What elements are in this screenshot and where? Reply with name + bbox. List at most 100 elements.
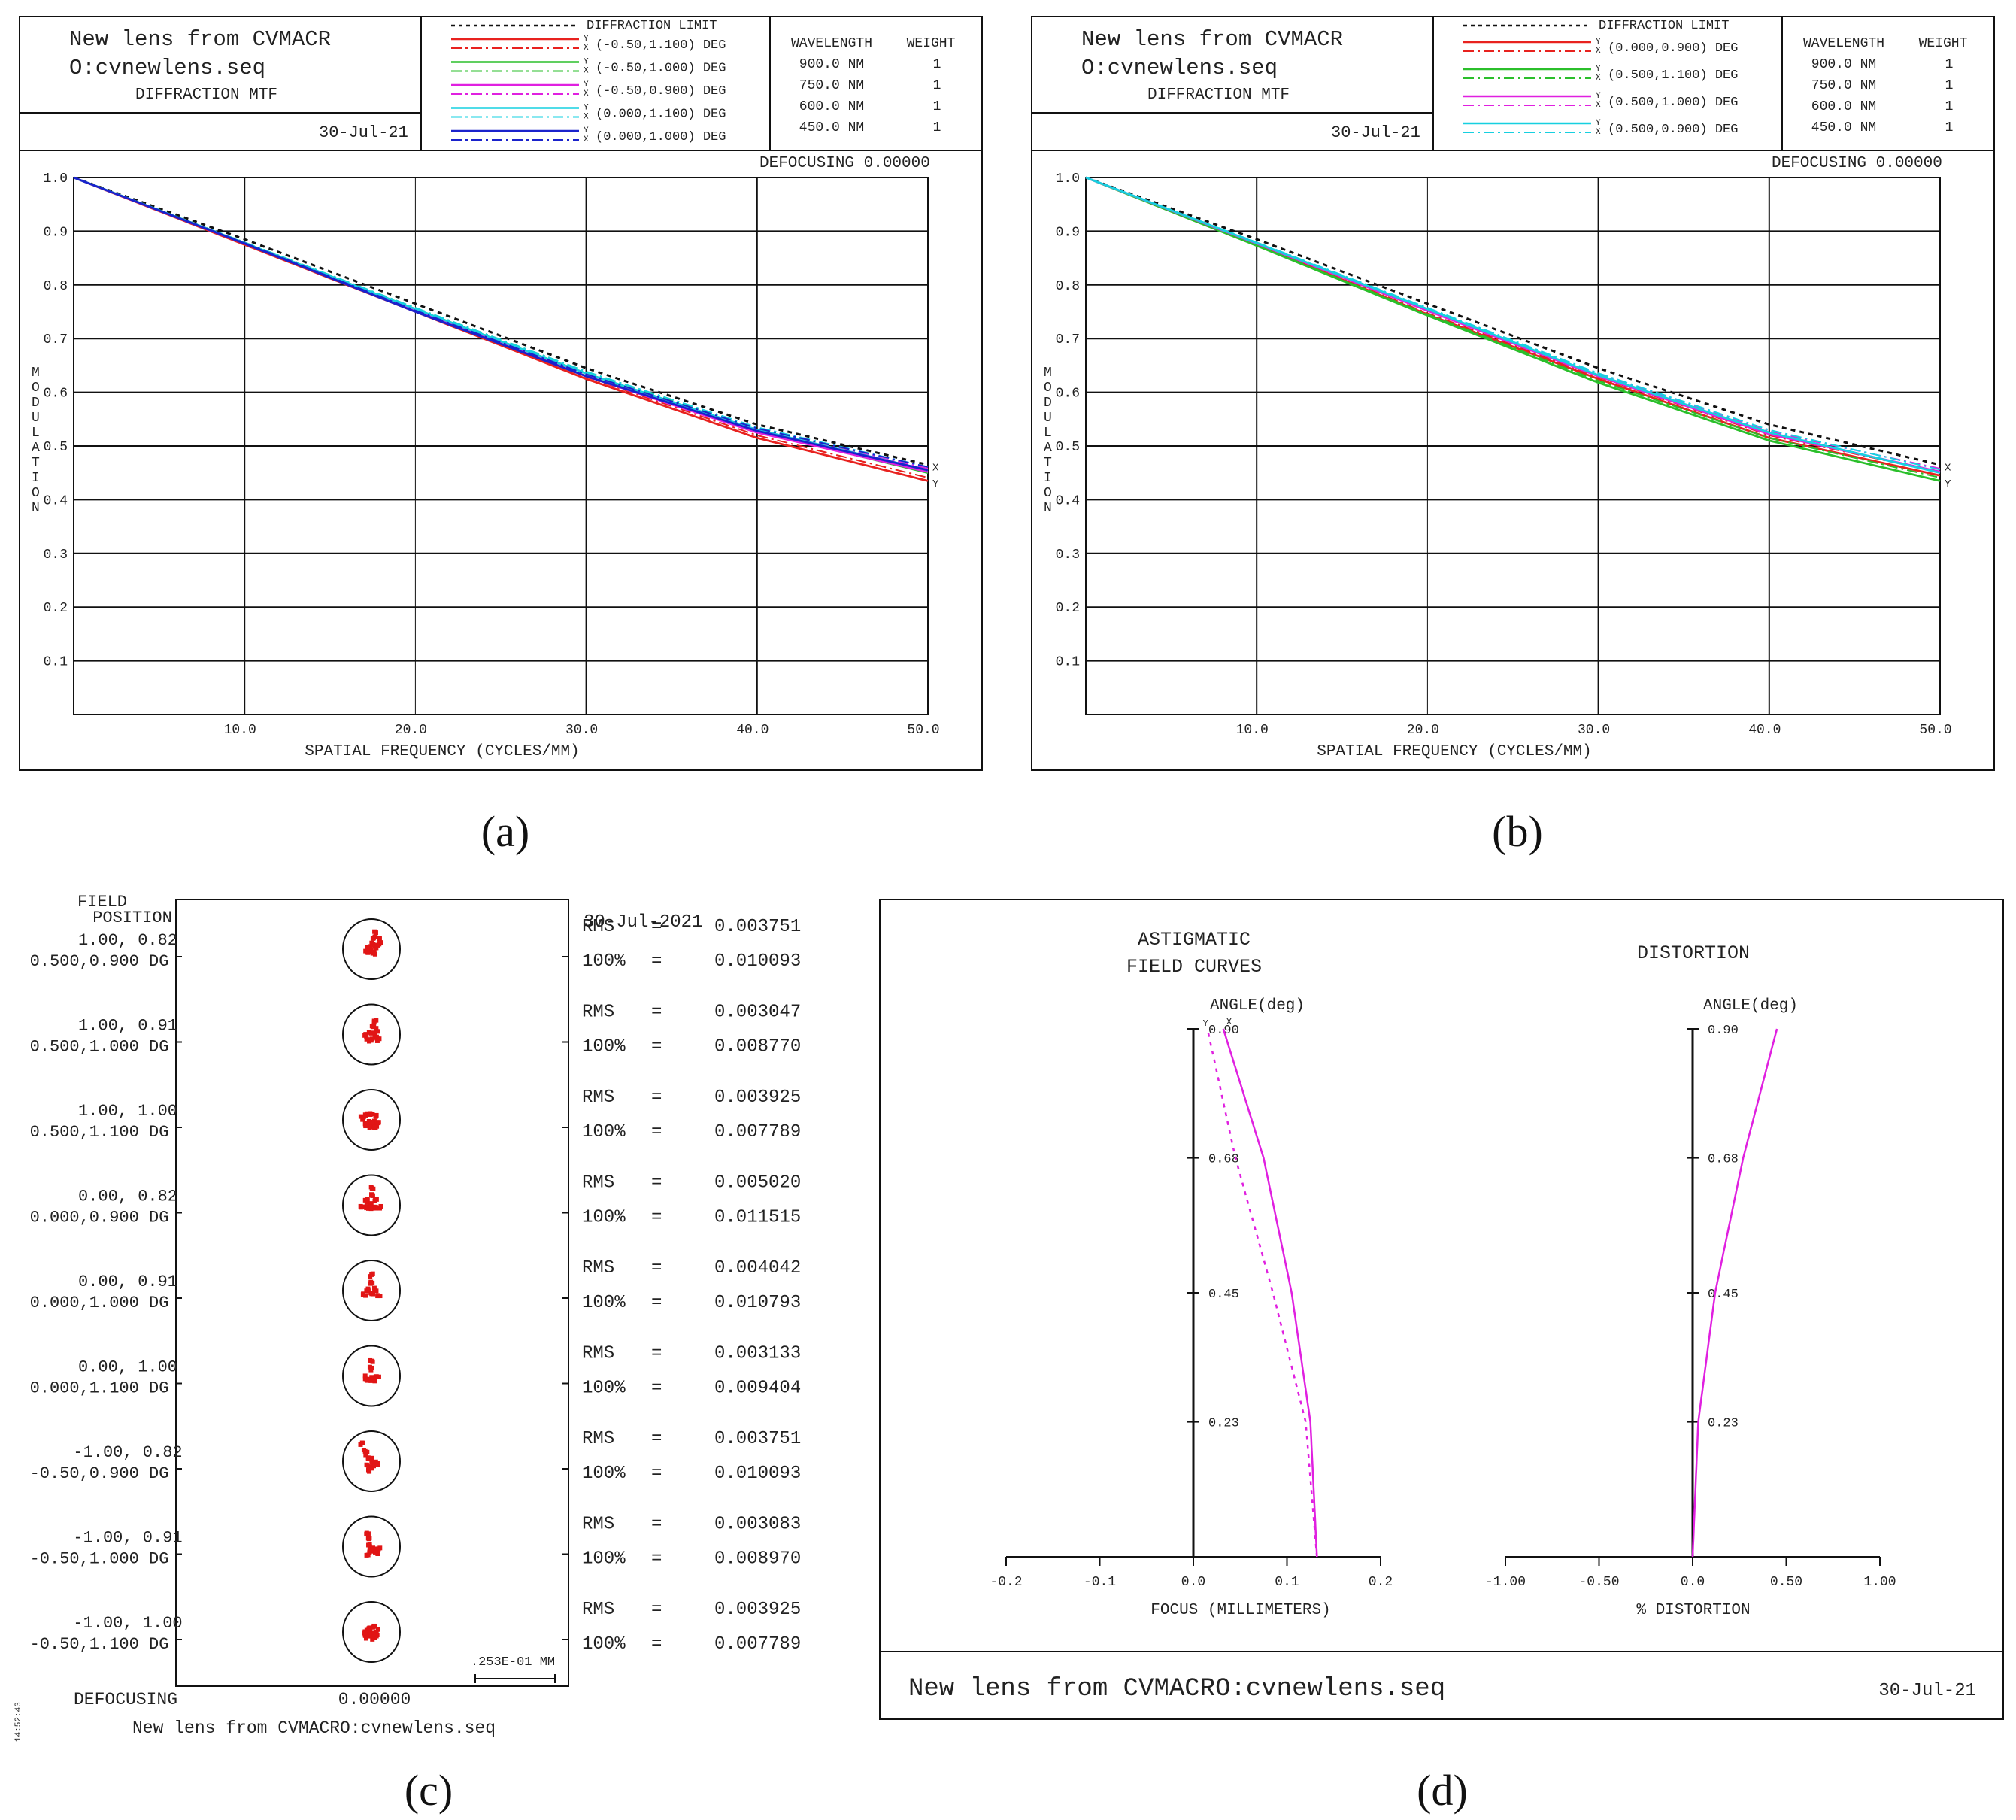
distortion-angle-tick-label: 0.68 [1708,1153,1739,1167]
rms-eq: = [651,1515,662,1535]
spot-defocusing-value: 0.00000 [338,1690,411,1709]
spot-dot [372,1624,377,1629]
airy-circle [342,1601,401,1663]
wavelength-header: WAVELENGTH [791,36,872,51]
spot-dot [359,1205,364,1210]
full-value: 0.010093 [714,951,801,972]
spot-dot [367,1039,372,1044]
mtf-curve-x-2 [73,177,929,471]
legend-diffraction-label: DIFFRACTION LIMIT [1599,19,1729,33]
panel-label-c: (c) [405,1766,453,1815]
spot-dot [367,1364,372,1370]
spot-dot [360,1440,365,1445]
rms-label: RMS [582,917,614,937]
focus-tick-label: -0.2 [990,1575,1022,1590]
spot-dot [374,1288,379,1294]
mtf-curve-x-4 [73,177,929,468]
spot-dot [365,1463,370,1468]
airy-circle [342,1089,401,1151]
y-axis-letter: M [1044,366,1052,381]
spot-dot [368,949,373,954]
airy-circle [342,1174,401,1236]
field-position-1: -1.00, 0.82 [73,1443,182,1462]
spot-dot [365,1286,371,1291]
spot-dot [367,1550,372,1555]
spot-dot [374,1632,380,1637]
y-tick-label: 0.6 [1056,387,1080,402]
rms-value: 0.003133 [714,1344,801,1364]
field-position-1: 0.00, 1.00 [78,1358,177,1377]
spot-dot [372,1124,377,1130]
x-tick-label: 10.0 [1236,723,1269,738]
legend-label-4: (0.000,1.000) DEG [596,130,726,144]
y-tick-label: 0.5 [44,440,68,455]
distortion-tick-label: 1.00 [1863,1575,1896,1590]
spot-dot [371,1631,377,1636]
full-value: 0.007789 [714,1122,801,1142]
spot-dot [368,1119,373,1124]
distortion-plot: -1.00 -0.50 0.0 0.50 1.00 0.90 0.68 0.45 0.23 [1485,1024,1896,1590]
y-axis-letter: L [32,426,40,441]
legend-tag-x: X [1596,74,1601,83]
legend-tag-x: X [1596,47,1601,56]
y-axis-letter: O [32,381,40,396]
mtf-curve-y-2 [73,176,929,475]
field-date: 30-Jul-21 [1878,1681,1976,1701]
full-eq: = [651,1208,662,1228]
spot-dot [374,1029,379,1034]
legend-tag-y: Y [1596,65,1601,74]
legend-tag-y: Y [584,58,589,67]
spot-defocusing-label: DEFOCUSING [74,1690,177,1709]
mtf-curve-y-3 [73,176,929,473]
full-value: 0.010793 [714,1293,801,1313]
rms-eq: = [651,1173,662,1194]
distortion-tick-label: 0.50 [1770,1575,1802,1590]
distortion-angle-label: ANGLE(deg) [1703,997,1798,1015]
spot-dot [377,936,382,942]
legend-tag-y: Y [1596,38,1601,47]
y-tick-label: 0.3 [1056,548,1080,563]
rms-value: 0.003047 [714,1003,801,1023]
y-tick-label: 0.3 [44,548,68,563]
legend-label-2: (0.500,1.000) DEG [1608,96,1738,110]
field-curve-X [1222,1028,1318,1558]
field-position-2: -0.50,1.000 DG [30,1550,169,1569]
full-label: 100% [582,1037,626,1057]
spot-dot [373,930,378,936]
focus-tick-label: 0.2 [1369,1575,1393,1590]
rms-value: 0.003925 [714,1600,801,1620]
spot-diagram-panel: FIELD POSITION 30-Jul-2021 1.00, 0.82 0.5… [14,893,801,1742]
focus-tick-label: 0.0 [1181,1575,1205,1590]
spot-scale-label: .253E-01 MM [471,1655,555,1670]
field-curves-panel: ASTIGMATIC FIELD CURVES DISTORTION ANGLE… [879,899,2004,1720]
spot-dot [377,940,383,945]
full-label: 100% [582,1122,626,1142]
full-eq: = [651,1122,662,1142]
y-axis-letter: D [32,396,40,411]
legend-label-3: (0.500,0.900) DEG [1608,123,1738,137]
panel-b-title1: New lens from CVMACR [1081,27,1343,52]
spot-side-stamp: 14:52:43 [14,1702,23,1742]
mtf-curve-y-4 [1085,176,1941,475]
spot-dot [375,1627,380,1632]
field-position-2: 0.500,1.100 DG [30,1123,169,1142]
field-footer: New lens from CVMACRO:cvnewlens.seq [908,1675,1445,1703]
spot-dot [376,1121,381,1126]
field-position-1: 0.00, 0.82 [78,1188,177,1206]
y-axis-letter: U [1044,411,1052,426]
distortion-angle-tick-label: 0.45 [1708,1288,1739,1302]
legend-tag-y: Y [584,80,589,89]
spot-dot [371,936,376,941]
curve-tag-x: X [1226,1017,1232,1027]
panel-label-d: (d) [1417,1766,1468,1815]
distortion-tick-label: 0.0 [1681,1575,1705,1590]
spot-dot [371,1545,376,1551]
mtf-curve-y-4 [73,176,929,472]
weight-header: WEIGHT [1919,36,1968,51]
y-tick-label: 0.5 [1056,440,1080,455]
rms-label: RMS [582,1429,614,1449]
curve-tag-y: Y [1203,1018,1208,1029]
panel-b-subtitle: DIFFRACTION MTF [1147,86,1290,104]
full-label: 100% [582,1379,626,1399]
spot-header-position: POSITION [92,908,172,927]
